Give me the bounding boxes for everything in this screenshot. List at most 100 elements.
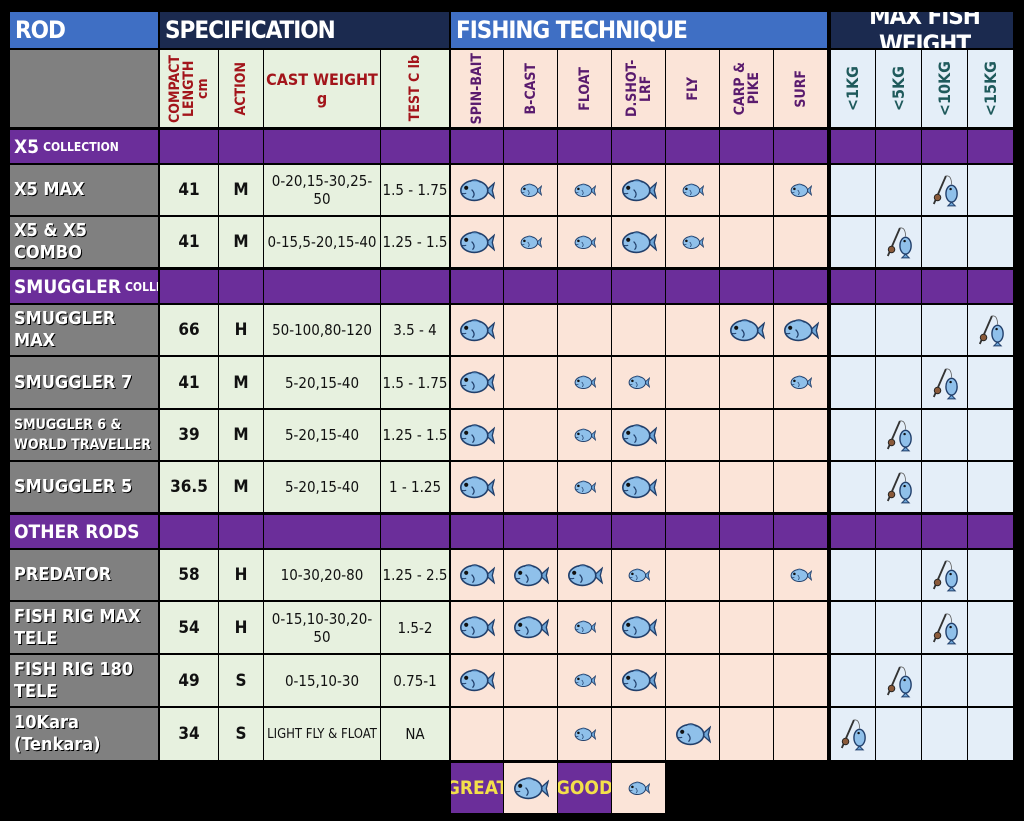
technique-cell (451, 357, 503, 408)
action-value: M (233, 477, 249, 497)
group-band (381, 270, 449, 303)
technique-column-label: PIKE (745, 72, 762, 105)
weight-column-label: <10KG (934, 60, 954, 117)
specification-header: SPECIFICATION (160, 12, 449, 48)
technique-cell (774, 550, 827, 600)
test-value: NA (405, 725, 425, 743)
weight-cell (922, 550, 967, 600)
technique-column-label: FLY (684, 76, 701, 101)
weight-cell (831, 357, 875, 408)
length-value: 66 (178, 320, 200, 340)
group-name: X5 (14, 135, 40, 158)
group-band (612, 515, 665, 548)
length-cell: 34 (160, 708, 218, 760)
length-value: 41 (178, 372, 200, 393)
test-value: 1.5 - 1.75 (382, 373, 448, 392)
action-value: H (234, 565, 248, 585)
action-value: M (233, 425, 249, 445)
technique-cell (720, 305, 773, 355)
technique-cell (558, 410, 611, 460)
weight-column-label: <15KG (980, 60, 1000, 117)
good-fish-icon (574, 672, 596, 689)
technique-cell (558, 165, 611, 215)
technique-column-label: SURF (792, 69, 809, 108)
weight-cell (922, 655, 967, 706)
technique-cell (504, 410, 557, 460)
great-fish-icon (513, 614, 549, 641)
great-fish-icon (621, 614, 657, 641)
cast-weight-cell: 5-20,15-40 (264, 357, 380, 408)
technique-cell (720, 462, 773, 512)
great-fish-icon (729, 317, 765, 344)
spec-column-header: TEST C lb (381, 50, 449, 127)
technique-cell (451, 410, 503, 460)
good-fish-icon (574, 726, 596, 743)
technique-cell (666, 217, 719, 267)
technique-cell (666, 550, 719, 600)
group-band (922, 130, 967, 163)
rod-name: 10Kara (Tenkara) (10, 708, 158, 760)
technique-cell (558, 602, 611, 653)
technique-cell (666, 602, 719, 653)
weight-cell (922, 410, 967, 460)
good-fish-icon (574, 182, 596, 199)
cast-weight-cell: 0-15,10-30 (264, 655, 380, 706)
test-cell: 1 - 1.25 (381, 462, 449, 512)
cast-weight-value: LIGHT FLY & FLOAT (267, 726, 377, 742)
good-fish-icon (790, 374, 812, 391)
group-band (774, 270, 827, 303)
good-fish-icon (574, 479, 596, 496)
legend-icon-cell (504, 763, 557, 813)
test-value: 1.5-2 (397, 618, 433, 637)
rod-name: SMUGGLER MAX (10, 305, 158, 355)
action-cell: M (219, 462, 263, 512)
vertical-label: D.SHOT-LRF (624, 50, 654, 127)
technique-column-header: SPIN-BAIT (451, 50, 503, 127)
technique-column-header: D.SHOT-LRF (612, 50, 665, 127)
rod-name-text: FISH RIG 180 TELE (14, 658, 134, 702)
technique-cell (451, 708, 503, 760)
great-fish-icon (675, 721, 711, 748)
test-value: 1.5 - 1.75 (382, 181, 448, 199)
technique-cell (612, 602, 665, 653)
group-band (381, 515, 449, 548)
length-value: 34 (178, 724, 200, 744)
group-band (876, 515, 921, 548)
header-text: ROD (15, 16, 66, 44)
great-fish-icon (567, 562, 603, 589)
weight-cell (876, 708, 921, 760)
weight-cell (831, 655, 875, 706)
group-band (264, 270, 380, 303)
weight-cell (922, 217, 967, 267)
technique-cell (558, 655, 611, 706)
rod-name: X5 MAX (10, 165, 158, 215)
legend-text: GREAT (451, 777, 503, 799)
vertical-label: CARP & PIKE (732, 62, 762, 115)
great-fish-icon (459, 474, 495, 501)
technique-cell (558, 462, 611, 512)
good-fish-icon (574, 619, 596, 636)
weight-column-label: <1KG (843, 65, 862, 112)
weight-cell (876, 410, 921, 460)
good-fish-icon (574, 427, 596, 444)
weight-cell (968, 550, 1013, 600)
technique-cell (774, 165, 827, 215)
technique-column-label: SPIN-BAIT (469, 52, 485, 125)
technique-cell (612, 410, 665, 460)
group-band (774, 515, 827, 548)
weight-cell (968, 462, 1013, 512)
header-text: MAX FISH WEIGHT (869, 12, 981, 48)
group-band (219, 270, 263, 303)
great-fish-icon (459, 422, 495, 449)
weight-cell (876, 550, 921, 600)
group-band (876, 130, 921, 163)
technique-cell (558, 708, 611, 760)
technique-column-header: CARP & PIKE (720, 50, 773, 127)
length-value: 36.5 (170, 477, 208, 497)
group-band (558, 515, 611, 548)
technique-cell (720, 602, 773, 653)
technique-cell (774, 357, 827, 408)
vertical-label: COMPACT LENGTH cm (167, 50, 211, 127)
test-cell: 1.5 - 1.75 (381, 165, 449, 215)
group-band (774, 130, 827, 163)
